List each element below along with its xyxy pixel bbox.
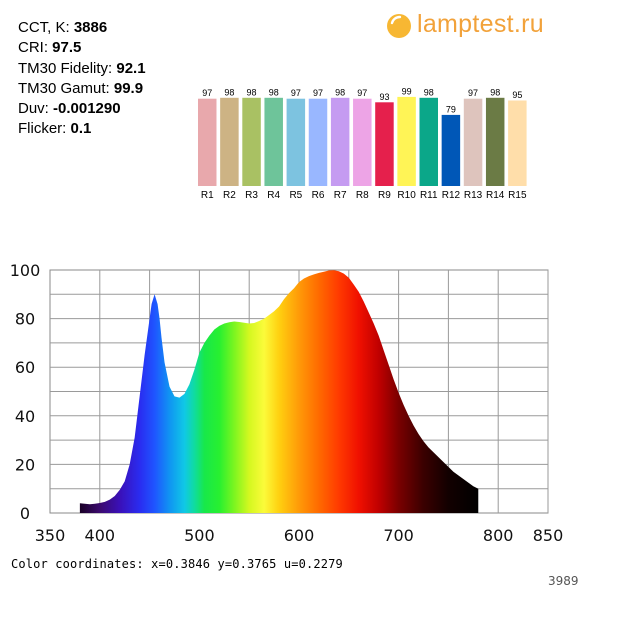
lamptest-logo[interactable]: lamptest.ru <box>384 8 554 44</box>
stat-cri: CRI: 97.5 <box>18 39 82 57</box>
cri-bar-r2 <box>220 97 239 186</box>
cri-value-label: 79 <box>446 104 456 114</box>
x-tick-label: 350 <box>35 526 66 545</box>
x-tick-label: 600 <box>284 526 315 545</box>
cri-value-label: 98 <box>424 87 434 97</box>
cri-bar-r5 <box>286 98 306 186</box>
cri-category-label: R10 <box>397 190 416 201</box>
spectrum-area <box>79 270 479 513</box>
cri-value-label: 98 <box>247 87 257 97</box>
cri-bar-r13 <box>463 98 483 186</box>
logo-text: lamptest.ru <box>417 10 544 38</box>
cri-bar-r4 <box>264 97 283 186</box>
cri-value-label: 97 <box>357 88 367 98</box>
y-tick-label: 20 <box>15 455 35 474</box>
cri-value-label: 97 <box>291 88 301 98</box>
cri-category-label: R14 <box>486 190 505 201</box>
x-tick-label: 800 <box>483 526 514 545</box>
cri-category-label: R9 <box>378 190 391 201</box>
cri-value-label: 98 <box>224 87 234 97</box>
cri-category-label: R13 <box>464 190 483 201</box>
cri-value-label: 93 <box>379 92 389 102</box>
cri-category-label: R2 <box>223 190 236 201</box>
cri-bar-r11 <box>419 97 438 186</box>
cri-value-label: 97 <box>313 88 323 98</box>
cri-bar-r8 <box>353 98 372 186</box>
cri-category-label: R7 <box>334 190 347 201</box>
cri-category-label: R8 <box>356 190 369 201</box>
cri-category-label: R11 <box>420 190 438 201</box>
stat-duv: Duv: -0.001290 <box>18 100 121 118</box>
x-tick-label: 700 <box>383 526 414 545</box>
cri-category-label: R3 <box>245 190 258 201</box>
x-tick-label: 400 <box>85 526 116 545</box>
cri-bar-r12 <box>441 114 461 186</box>
stat-tm30-fidelity: TM30 Fidelity: 92.1 <box>18 59 146 77</box>
cri-category-label: R1 <box>201 190 214 201</box>
x-tick-label: 850 <box>533 526 564 545</box>
stat-cct: CCT, K: 3886 <box>18 19 108 36</box>
cri-value-label: 99 <box>402 86 412 96</box>
cri-bar-r1 <box>198 98 217 186</box>
cri-bar-r15 <box>508 100 527 186</box>
y-tick-label: 40 <box>15 407 35 426</box>
lamp-logo-icon <box>387 14 411 38</box>
cri-category-label: R12 <box>442 190 461 201</box>
color-coordinates: Color coordinates: x=0.3846 y=0.3765 u=0… <box>11 557 343 571</box>
image-id: 3989 <box>548 574 579 588</box>
cri-value-label: 97 <box>468 88 478 98</box>
cri-bar-chart: 97 R1 98 R2 98 R3 98 R4 97 R5 97 R6 98 R7 97 R8 93 R9 99 R1… <box>198 86 527 201</box>
y-axis-ticks: 0 20 40 60 80 100 <box>10 261 41 523</box>
cri-category-label: R15 <box>508 190 527 201</box>
cri-category-label: R5 <box>289 190 302 201</box>
stat-tm30-gamut: TM30 Gamut: 99.9 <box>18 79 144 97</box>
cri-category-label: R6 <box>312 190 325 201</box>
cri-bar-r14 <box>485 97 505 186</box>
cri-bar-r3 <box>242 97 261 186</box>
cri-bar-r10 <box>397 96 416 186</box>
x-tick-label: 500 <box>184 526 215 545</box>
cri-bar-r6 <box>308 98 328 186</box>
cri-bar-r7 <box>330 97 350 186</box>
stat-flicker: Flicker: 0.1 <box>18 120 92 138</box>
cri-value-label: 95 <box>512 90 522 100</box>
y-tick-label: 100 <box>10 261 41 280</box>
cri-value-label: 98 <box>269 87 279 97</box>
y-tick-label: 60 <box>15 358 35 377</box>
y-tick-label: 80 <box>15 310 35 329</box>
stats-panel: CCT, K: 3886 CRI: 97.5 TM30 Fidelity: 92… <box>18 18 146 140</box>
cri-category-label: R4 <box>267 190 280 201</box>
cri-value-label: 98 <box>490 87 500 97</box>
cri-value-label: 98 <box>335 87 345 97</box>
y-tick-label: 0 <box>20 504 30 523</box>
cri-bar-r9 <box>375 102 394 186</box>
cri-value-label: 97 <box>202 88 212 98</box>
x-axis-ticks: 350 400 500 600 700 800 850 <box>35 526 564 545</box>
